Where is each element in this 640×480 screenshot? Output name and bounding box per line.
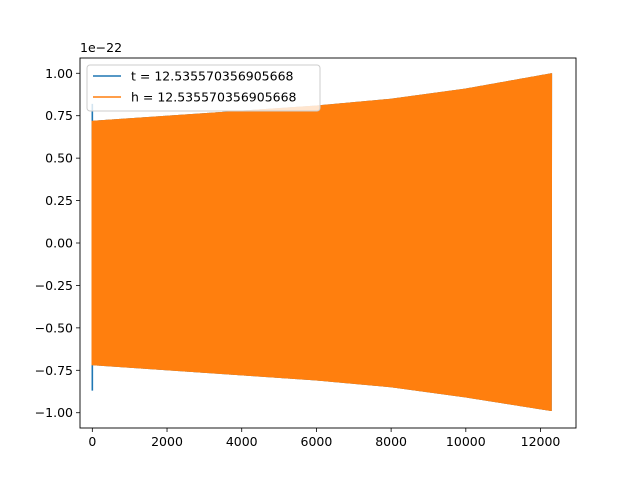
y-tick-label: 0.75	[45, 108, 73, 123]
y-tick-label: −0.25	[35, 278, 73, 293]
x-tick-label: 4000	[226, 434, 258, 449]
y-tick-label: −0.75	[35, 363, 73, 378]
x-tick-label: 2000	[151, 434, 183, 449]
x-tick-label: 0	[88, 434, 96, 449]
y-tick-label: 0.50	[45, 151, 73, 166]
y-tick-label: 0.00	[45, 236, 73, 251]
y-offset-text: 1e−22	[80, 40, 122, 55]
legend-label-t: t = 12.535570356905668	[131, 69, 294, 84]
x-axis: 0 2000 4000 6000 8000 10000 12000	[88, 428, 560, 449]
y-tick-label: −1.00	[35, 405, 73, 420]
x-tick-label: 12000	[521, 434, 561, 449]
x-tick-label: 10000	[446, 434, 486, 449]
x-tick-label: 6000	[301, 434, 333, 449]
y-axis: 1.00 0.75 0.50 0.25 0.00 −0.25 −0.50 −0.75 −1.00	[35, 66, 80, 420]
series-h-line	[91, 73, 553, 411]
legend: t = 12.535570356905668 h = 12.5355703569…	[86, 64, 321, 112]
y-tick-label: 0.25	[45, 193, 73, 208]
legend-label-h: h = 12.535570356905668	[131, 90, 297, 105]
plot-area	[91, 73, 553, 411]
y-tick-label: −0.50	[35, 320, 73, 335]
y-tick-label: 1.00	[45, 66, 73, 81]
x-tick-label: 8000	[375, 434, 407, 449]
legend-box	[86, 64, 321, 112]
